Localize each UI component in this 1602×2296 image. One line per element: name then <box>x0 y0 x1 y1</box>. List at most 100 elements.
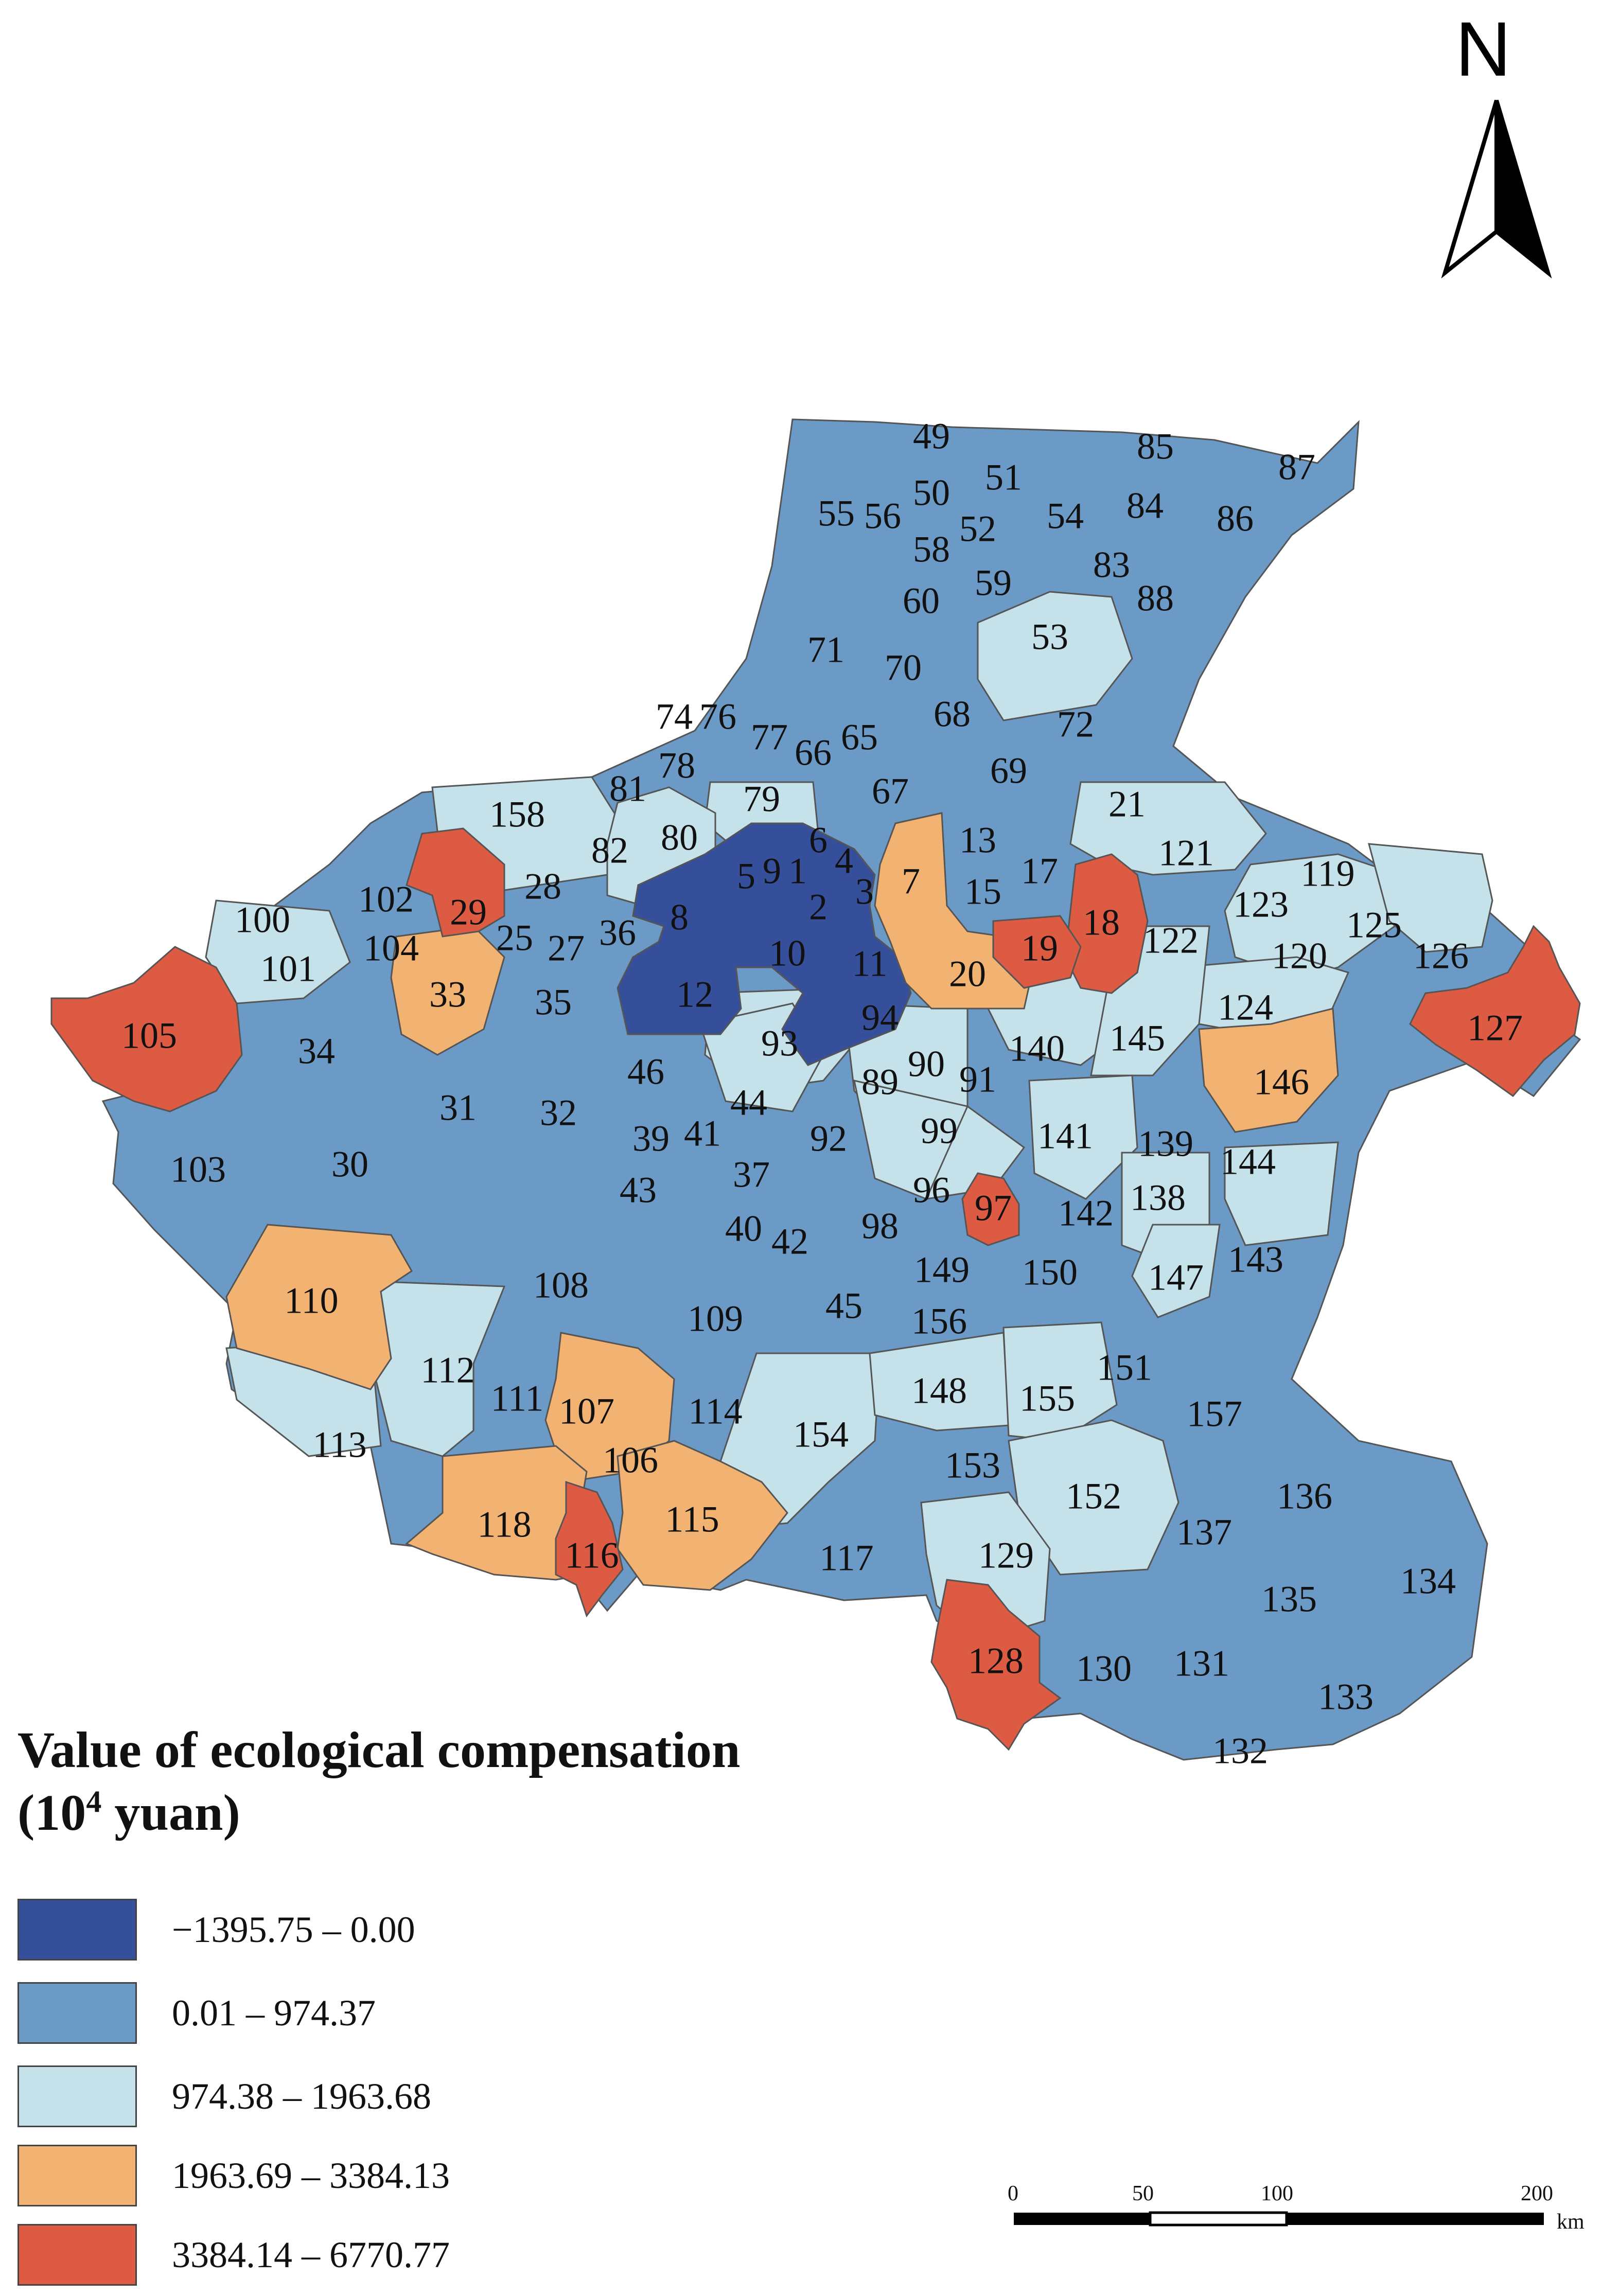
county-label: 41 <box>684 1113 721 1154</box>
county-label: 98 <box>861 1206 899 1247</box>
county-label: 65 <box>841 717 878 758</box>
scale-unit-label: km <box>1557 2210 1585 2234</box>
county-label: 21 <box>1108 784 1146 825</box>
county-label: 79 <box>743 779 780 820</box>
county-label: 141 <box>1037 1116 1093 1157</box>
county-label: 10 <box>769 933 806 974</box>
county-label: 70 <box>885 647 922 688</box>
county-label: 90 <box>908 1044 945 1085</box>
county-label: 123 <box>1233 884 1289 925</box>
class-1-regions <box>617 822 912 1066</box>
county-label: 2 <box>809 887 828 928</box>
county-label: 119 <box>1300 853 1354 894</box>
legend-title-line1: Value of ecological compensation <box>17 1721 741 1778</box>
county-label: 59 <box>975 562 1012 604</box>
county-label: 28 <box>524 866 561 907</box>
county-label: 148 <box>911 1370 967 1411</box>
county-label: 129 <box>978 1535 1034 1576</box>
county-label: 104 <box>363 928 419 969</box>
north-label: N <box>1455 6 1511 92</box>
county-label: 149 <box>914 1249 970 1291</box>
county-label: 94 <box>861 997 899 1038</box>
county-label: 84 <box>1126 485 1164 526</box>
county-label: 44 <box>730 1082 767 1123</box>
county-label: 117 <box>819 1538 873 1579</box>
county-label: 3 <box>855 871 874 912</box>
county-label: 144 <box>1220 1141 1276 1182</box>
legend-swatch <box>17 2145 137 2206</box>
county-label: 146 <box>1254 1062 1309 1103</box>
county-label: 136 <box>1277 1476 1332 1517</box>
county-label: 138 <box>1130 1177 1186 1218</box>
county-label: 147 <box>1148 1257 1204 1298</box>
county-label: 155 <box>1019 1378 1075 1419</box>
county-label: 151 <box>1097 1347 1152 1388</box>
county-label: 42 <box>771 1221 808 1262</box>
county-label: 107 <box>559 1391 614 1432</box>
county-label: 54 <box>1047 496 1084 537</box>
county-label: 139 <box>1138 1123 1193 1164</box>
county-label: 72 <box>1057 704 1094 745</box>
county-label: 55 <box>818 493 855 534</box>
county-label: 111 <box>491 1378 544 1419</box>
county-label: 150 <box>1022 1252 1078 1293</box>
county-label: 43 <box>620 1170 657 1211</box>
county-label: 80 <box>661 817 698 858</box>
scale-bar-segment <box>1149 2211 1288 2227</box>
county-label: 32 <box>540 1092 577 1134</box>
county-label: 143 <box>1228 1239 1283 1280</box>
county-label: 45 <box>825 1285 862 1327</box>
county-label: 157 <box>1187 1393 1242 1435</box>
county-label: 153 <box>945 1445 1000 1486</box>
county-label: 34 <box>298 1031 335 1072</box>
county-label: 49 <box>913 416 950 457</box>
county-label: 12 <box>676 974 713 1015</box>
county-label: 76 <box>699 696 736 737</box>
county-label: 53 <box>1031 616 1068 658</box>
county-label: 114 <box>688 1391 742 1432</box>
county-label: 116 <box>565 1535 619 1576</box>
legend-swatch <box>17 1899 137 1961</box>
county-label: 17 <box>1021 851 1058 892</box>
legend-swatch <box>17 2065 137 2127</box>
county-label: 85 <box>1137 426 1174 467</box>
legend-label: 3384.14 – 6770.77 <box>172 2234 450 2275</box>
county-label: 33 <box>429 974 466 1015</box>
scale-tick-label: 200 <box>1521 2182 1553 2205</box>
county-label: 52 <box>959 508 996 550</box>
legend-label: 1963.69 – 3384.13 <box>172 2155 450 2196</box>
scale-tick-label: 50 <box>1132 2182 1154 2205</box>
county-label: 108 <box>533 1265 589 1306</box>
north-arrow-icon <box>1441 99 1552 279</box>
county-label: 124 <box>1218 987 1273 1028</box>
county-label: 6 <box>809 820 828 861</box>
scale-tick-label: 100 <box>1261 2182 1293 2205</box>
county-label: 122 <box>1143 920 1199 961</box>
county-label: 31 <box>439 1087 477 1128</box>
county-label: 9 <box>763 851 781 892</box>
legend-swatch <box>17 2224 137 2286</box>
county-label: 91 <box>959 1059 996 1100</box>
county-label: 134 <box>1400 1561 1456 1602</box>
county-label: 58 <box>913 529 950 570</box>
county-label: 106 <box>603 1440 658 1481</box>
county-label: 1 <box>788 851 807 892</box>
county-label: 30 <box>331 1144 368 1185</box>
county-label: 110 <box>284 1280 338 1321</box>
county-label: 92 <box>810 1118 847 1159</box>
county-label: 25 <box>496 917 533 959</box>
county-label: 137 <box>1176 1512 1232 1553</box>
county-label: 128 <box>968 1640 1024 1682</box>
legend-title-line2: (104 yuan) <box>17 1784 240 1841</box>
class-5-regions <box>50 827 1581 1751</box>
county-label: 93 <box>761 1023 798 1064</box>
county-label: 5 <box>737 856 755 897</box>
legend-title: Value of ecological compensation (104 yu… <box>17 1719 741 1844</box>
county-label: 8 <box>670 897 689 938</box>
county-label: 11 <box>852 943 887 984</box>
county-label: 133 <box>1318 1676 1374 1718</box>
scale-bar-segment <box>1287 2213 1544 2225</box>
county-label: 56 <box>864 496 901 537</box>
